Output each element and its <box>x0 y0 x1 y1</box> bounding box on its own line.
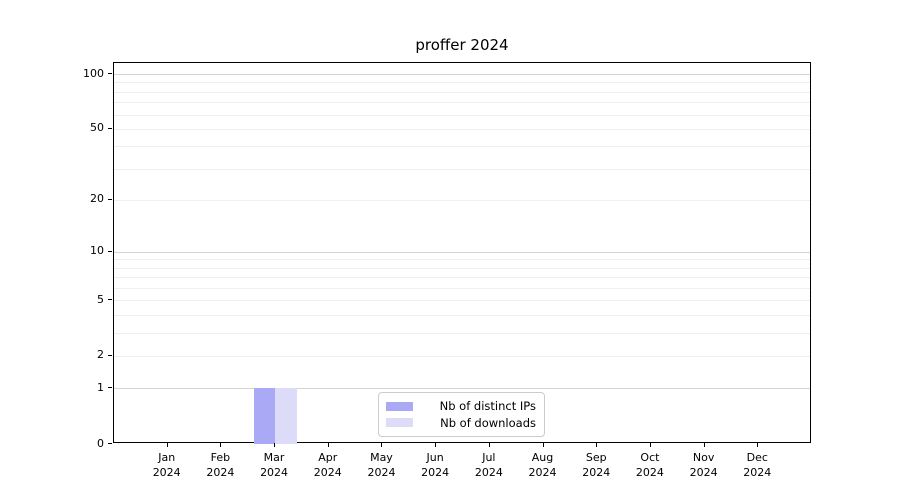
x-tick-label-jun: Jun 2024 <box>408 450 462 480</box>
gridline-minor <box>114 82 810 84</box>
y-tick-label: 20 <box>90 192 104 206</box>
x-tick-year: 2024 <box>635 466 664 479</box>
y-tick-mark <box>108 73 112 75</box>
x-tick-label-apr: Apr 2024 <box>301 450 355 480</box>
y-tick-label: 1 <box>97 380 104 394</box>
gridline-minor <box>114 128 810 130</box>
x-tick-mark <box>381 443 383 447</box>
x-tick-label-sep: Sep 2024 <box>569 450 623 480</box>
y-tick-label: 10 <box>90 244 104 258</box>
x-tick-month: Feb <box>210 451 231 464</box>
plot-area <box>113 62 811 444</box>
y-tick-mark <box>108 127 112 129</box>
x-tick-mark <box>274 443 276 447</box>
x-tick-month: Apr <box>318 451 338 464</box>
gridline-major <box>114 251 810 253</box>
y-tick-mark <box>108 354 112 356</box>
y-tick-label: 100 <box>83 66 104 80</box>
gridline-minor <box>114 300 810 302</box>
gridline-minor <box>114 102 810 104</box>
x-tick-month: Jul <box>482 451 496 464</box>
gridline-minor <box>114 91 810 93</box>
x-tick-year: 2024 <box>474 466 503 479</box>
legend: Nb of distinct IPs Nb of downloads <box>378 392 545 437</box>
y-tick-label: 5 <box>97 292 104 306</box>
x-tick-year: 2024 <box>313 466 342 479</box>
legend-swatch-distinct-ips <box>386 401 413 411</box>
legend-label-downloads: Nb of downloads <box>440 415 536 430</box>
x-tick-month: Jan <box>158 451 176 464</box>
gridline-minor <box>114 277 810 279</box>
legend-swatch-downloads <box>386 418 413 428</box>
x-tick-year: 2024 <box>689 466 718 479</box>
x-tick-label-jan: Jan 2024 <box>140 450 194 480</box>
y-tick-label: 50 <box>90 121 104 135</box>
x-tick-label-nov: Nov 2024 <box>677 450 731 480</box>
y-tick-label: 0 <box>97 436 104 450</box>
y-tick-mark <box>108 387 112 389</box>
x-tick-mark <box>435 443 437 447</box>
x-tick-month: Jun <box>426 451 444 464</box>
y-tick-mark <box>108 443 112 444</box>
x-tick-year: 2024 <box>367 466 396 479</box>
x-tick-month: Oct <box>640 451 660 464</box>
gridline-minor <box>114 114 810 116</box>
y-tick-mark <box>108 299 112 301</box>
gridline-minor <box>114 267 810 269</box>
x-tick-mark <box>327 443 329 447</box>
x-tick-mark <box>703 443 705 447</box>
y-tick-label: 2 <box>97 348 104 362</box>
y-tick-mark <box>108 250 112 252</box>
x-tick-mark <box>757 443 759 447</box>
legend-item-downloads: Nb of downloads <box>386 416 536 430</box>
x-tick-year: 2024 <box>152 466 181 479</box>
x-tick-year: 2024 <box>206 466 235 479</box>
bar-nb-of-downloads-mar <box>275 388 297 444</box>
x-tick-mark <box>649 443 651 447</box>
gridline-major <box>114 388 810 390</box>
x-tick-label-oct: Oct 2024 <box>623 450 677 480</box>
gridline-major <box>114 74 810 76</box>
x-tick-mark <box>542 443 544 447</box>
x-tick-month: Nov <box>692 451 715 464</box>
x-tick-label-aug: Aug 2024 <box>516 450 570 480</box>
chart-title: proffer 2024 <box>415 36 509 54</box>
gridline-minor <box>114 288 810 290</box>
x-tick-label-may: May 2024 <box>354 450 408 480</box>
x-tick-year: 2024 <box>582 466 611 479</box>
x-tick-year: 2024 <box>421 466 450 479</box>
x-tick-mark <box>220 443 222 447</box>
x-tick-month: Aug <box>531 451 554 464</box>
legend-label-distinct-ips: Nb of distinct IPs <box>439 399 536 414</box>
legend-item-distinct-ips: Nb of distinct IPs <box>386 399 536 413</box>
x-tick-month: May <box>370 451 393 464</box>
x-tick-year: 2024 <box>260 466 289 479</box>
x-tick-mark <box>596 443 598 447</box>
gridline-minor <box>114 168 810 170</box>
gridline-minor <box>114 332 810 334</box>
bar-nb-of-distinct-ips-mar <box>253 388 276 444</box>
x-tick-mark <box>488 443 490 447</box>
x-tick-year: 2024 <box>528 466 557 479</box>
x-tick-month: Dec <box>746 451 768 464</box>
x-tick-month: Mar <box>263 451 285 464</box>
x-tick-month: Sep <box>585 451 607 464</box>
gridline-minor <box>114 199 810 201</box>
x-tick-label-dec: Dec 2024 <box>730 450 784 480</box>
gridline-minor <box>114 146 810 148</box>
gridline-minor <box>114 259 810 261</box>
gridline-minor <box>114 355 810 357</box>
x-tick-label-feb: Feb 2024 <box>193 450 247 480</box>
x-tick-label-jul: Jul 2024 <box>462 450 516 480</box>
x-tick-year: 2024 <box>743 466 772 479</box>
x-tick-label-mar: Mar 2024 <box>247 450 301 480</box>
x-tick-mark <box>166 443 168 447</box>
gridline-minor <box>114 315 810 316</box>
y-tick-mark <box>108 198 112 200</box>
